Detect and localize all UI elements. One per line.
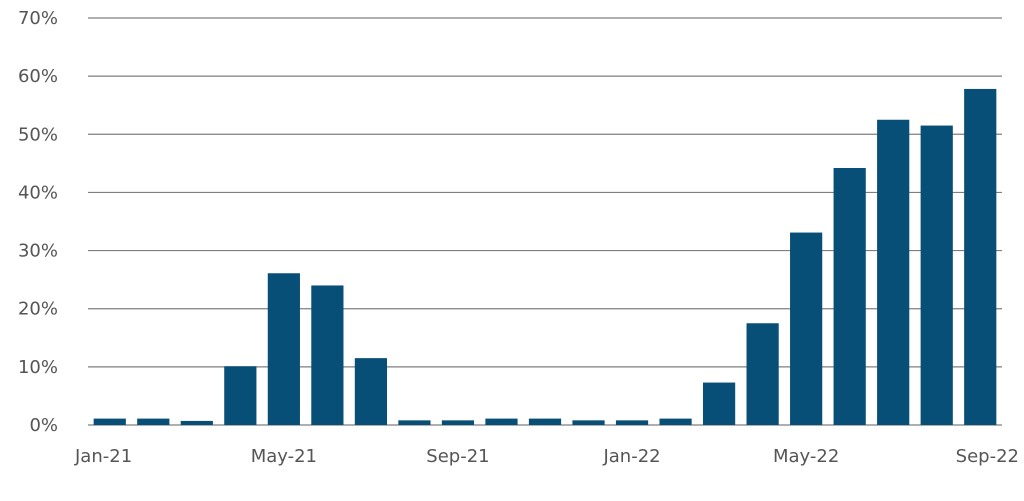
y-tick-label: 60% (18, 66, 58, 87)
x-axis-labels: Jan-21 May-21 Sep-21 Jan-22 May-22 Sep-22 (74, 446, 1019, 467)
bar-aug-22 (920, 125, 953, 426)
bar-dec-21 (572, 420, 605, 425)
bars (93, 88, 997, 426)
bar-sep-21 (441, 420, 475, 425)
y-tick-label: 10% (18, 357, 58, 378)
bar-jan-21 (93, 418, 126, 425)
x-tick-label: May-22 (773, 446, 839, 467)
y-axis-labels: 0% 10% 20% 30% 40% 50% 60% 70% (18, 8, 58, 436)
bar-aug-21 (398, 420, 431, 425)
y-tick-label: 30% (18, 241, 58, 262)
bar-apr-21 (224, 366, 257, 425)
bar-apr-22 (746, 323, 779, 425)
bar-mar-21 (180, 420, 213, 425)
bar-jul-22 (877, 119, 910, 425)
x-tick-label: May-21 (251, 446, 317, 467)
bar-jun-21 (311, 285, 344, 425)
bar-jun-22 (833, 168, 866, 425)
bar-feb-22 (659, 418, 692, 425)
bar-jul-21 (354, 358, 388, 425)
x-tick-label: Sep-21 (426, 446, 489, 467)
bar-jan-22 (615, 420, 649, 425)
x-tick-label: Jan-21 (74, 446, 132, 467)
bar-nov-21 (528, 418, 562, 425)
bar-sep-22 (964, 88, 997, 425)
x-tick-label: Jan-22 (602, 446, 660, 467)
bar-may-22 (790, 232, 823, 425)
y-tick-label: 40% (18, 182, 58, 203)
y-tick-label: 70% (18, 8, 58, 29)
bar-oct-21 (485, 418, 518, 425)
bar-may-21 (267, 273, 300, 425)
y-tick-label: 50% (18, 124, 58, 145)
x-tick-label: Sep-22 (956, 446, 1019, 467)
y-tick-label: 0% (29, 415, 58, 436)
bar-mar-22 (702, 382, 736, 425)
y-tick-label: 20% (18, 299, 58, 320)
bar-feb-21 (137, 418, 170, 425)
